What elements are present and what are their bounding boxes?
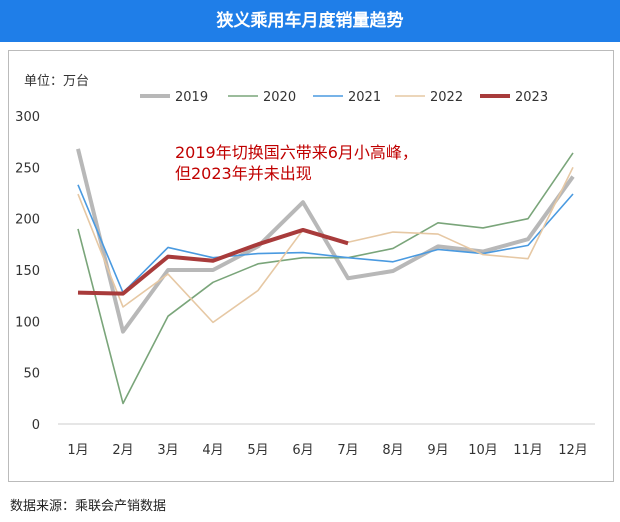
legend-label-2022: 2022 [430,90,463,105]
series-line-2023 [77,227,349,296]
y-tick-label: 200 [15,213,40,228]
y-tick-label: 50 [23,367,40,382]
x-tick-label: 12月 [558,443,588,458]
x-tick-label: 3月 [157,443,178,458]
x-tick-label: 9月 [427,443,448,458]
y-tick-label: 300 [15,110,40,125]
x-tick-label: 5月 [247,443,268,458]
x-tick-label: 7月 [337,443,358,458]
x-tick-label: 10月 [468,443,498,458]
chart-title: 狭义乘用车月度销量趋势 [0,0,620,42]
x-tick-label: 4月 [202,443,223,458]
legend-label-2021: 2021 [348,90,381,105]
chart-frame [8,50,614,482]
legend-label-2023: 2023 [515,90,548,105]
unit-label: 单位：万台 [24,74,90,89]
series-line-2020 [77,152,574,405]
annotation: 2019年切换国六带来6月小高峰， 但2023年并未出现 [175,142,418,184]
series-line-2022 [77,166,574,324]
legend-label-2019: 2019 [175,90,208,105]
y-tick-label: 0 [32,418,40,433]
x-tick-label: 11月 [513,443,543,458]
x-tick-label: 2月 [112,443,133,458]
legend-label-2020: 2020 [263,90,296,105]
series-line-2021 [77,184,574,294]
x-tick-label: 6月 [292,443,313,458]
annotation-line-2: 但2023年并未出现 [175,164,312,183]
source-note: 数据来源：乘联会产销数据 [10,499,167,514]
x-tick-label: 8月 [382,443,403,458]
y-tick-label: 150 [15,264,40,279]
x-tick-label: 1月 [67,443,88,458]
y-tick-label: 250 [15,161,40,176]
y-tick-label: 100 [15,315,40,330]
annotation-line-1: 2019年切换国六带来6月小高峰， [175,143,418,162]
